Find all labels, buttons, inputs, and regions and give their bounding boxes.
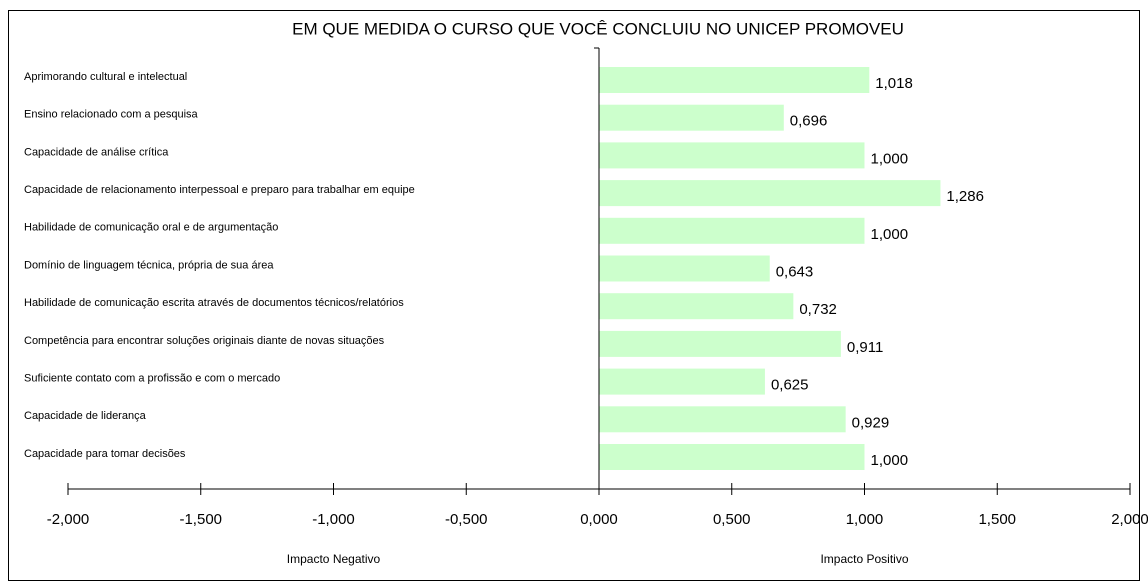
x-tick-label: -0,500 <box>445 511 488 528</box>
value-label: 1,000 <box>871 226 909 243</box>
bar <box>599 444 865 470</box>
bar <box>599 255 770 282</box>
bar <box>599 293 794 320</box>
annotation: Impacto Negativo <box>287 552 381 566</box>
category-label: Capacidade de análise crítica <box>24 146 169 158</box>
x-tick-label: 0,000 <box>580 511 618 528</box>
value-label: 0,732 <box>799 301 837 318</box>
x-tick-label: 1,500 <box>978 511 1016 528</box>
x-tick-label: 2,000 <box>1111 511 1148 528</box>
category-label: Habilidade de comunicação escrita atravé… <box>24 297 404 309</box>
category-label: Ensino relacionado com a pesquisa <box>24 109 199 121</box>
bar <box>599 104 784 131</box>
bar <box>599 406 846 433</box>
category-label: Aprimorando cultural e intelectual <box>24 71 187 83</box>
value-label: 1,000 <box>871 150 909 167</box>
category-label: Competência para encontrar soluções orig… <box>24 335 385 347</box>
bar <box>599 217 865 244</box>
category-label: Capacidade de relacionamento interpessoa… <box>24 184 415 196</box>
annotation: Impacto Positivo <box>820 552 908 566</box>
category-label: Capacidade para tomar decisões <box>24 448 186 460</box>
value-label: 0,643 <box>776 263 814 280</box>
category-label: Capacidade de liderança <box>24 410 147 422</box>
value-label: 1,286 <box>946 188 984 205</box>
chart-frame <box>8 10 1140 581</box>
value-label: 1,018 <box>875 75 913 92</box>
bar <box>599 180 941 207</box>
x-tick-label: -1,500 <box>179 511 222 528</box>
value-label: 0,625 <box>771 377 809 394</box>
value-label: 0,929 <box>852 414 890 431</box>
x-tick-label: -2,000 <box>47 511 90 528</box>
bar <box>599 368 765 395</box>
chart-title: EM QUE MEDIDA O CURSO QUE VOCÊ CONCLUIU … <box>292 19 904 38</box>
x-tick-label: 1,000 <box>846 511 884 528</box>
value-label: 1,000 <box>871 452 909 469</box>
value-label: 0,696 <box>790 113 828 130</box>
category-label: Habilidade de comunicação oral e de argu… <box>24 222 278 234</box>
x-tick-label: 0,500 <box>713 511 751 528</box>
bar <box>599 330 841 357</box>
category-label: Suficiente contato com a profissão e com… <box>24 373 280 385</box>
bar <box>599 142 865 169</box>
bar <box>599 67 870 93</box>
x-tick-label: -1,000 <box>312 511 355 528</box>
value-label: 0,911 <box>847 339 883 356</box>
category-label: Domínio de linguagem técnica, própria de… <box>24 259 274 271</box>
